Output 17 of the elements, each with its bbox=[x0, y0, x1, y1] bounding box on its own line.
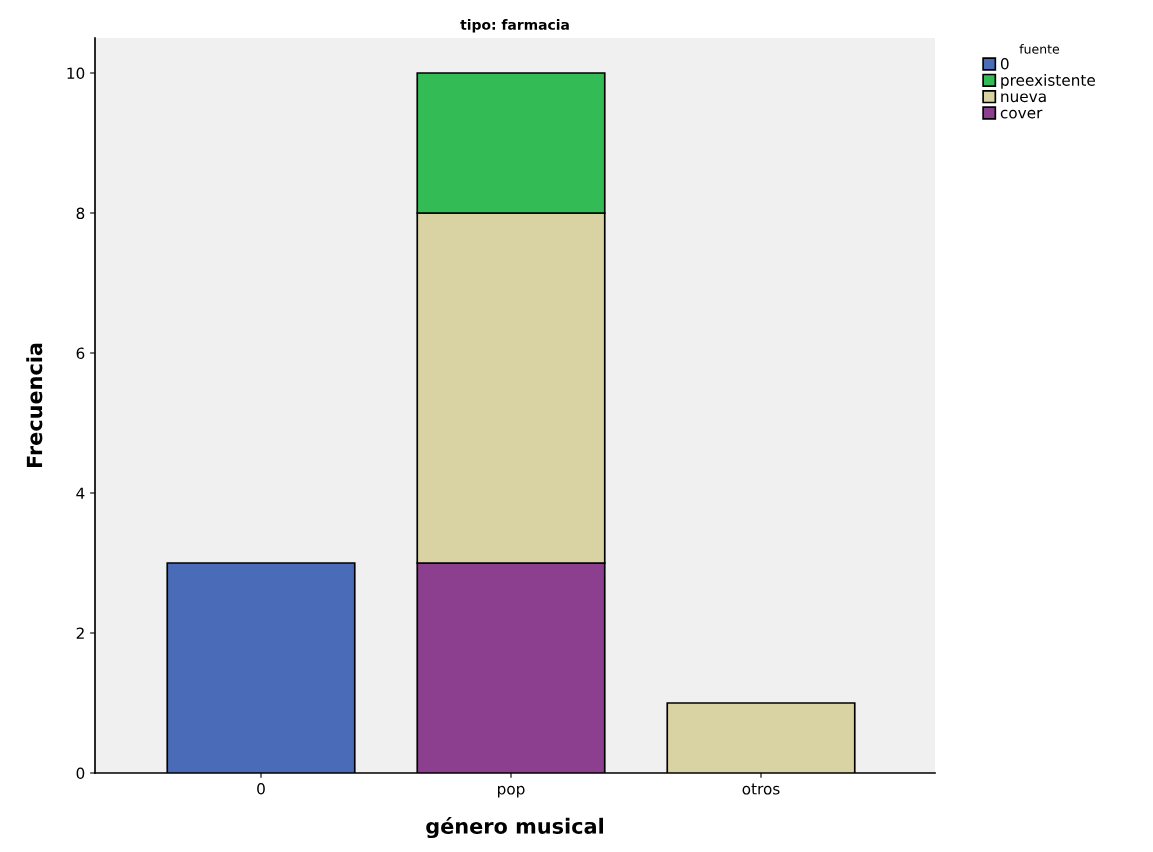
legend-label: nueva bbox=[1001, 93, 1046, 103]
y-tick-label: 8 bbox=[76, 207, 85, 220]
y-tick-label: 0 bbox=[76, 767, 85, 780]
legend-label: 0 bbox=[1000, 58, 1009, 70]
x-tick-label: pop bbox=[498, 785, 525, 798]
y-tick-label: 6 bbox=[76, 347, 85, 360]
x-tick-label: otros bbox=[742, 783, 780, 795]
x-tick-label: 0 bbox=[257, 782, 265, 795]
y-tick-label: 2 bbox=[76, 627, 84, 639]
legend-label: cover bbox=[1000, 109, 1043, 119]
y-tick-label: 4 bbox=[76, 487, 85, 499]
y-tick-label: 10 bbox=[67, 67, 85, 80]
chart-title: tipo: farmacia bbox=[460, 19, 569, 33]
legend-title: fuente bbox=[1019, 44, 1060, 54]
legend-label: preexistente bbox=[1001, 74, 1095, 89]
y-axis-title: Frecuencia bbox=[26, 343, 43, 468]
x-axis-title: género musical bbox=[426, 816, 603, 839]
